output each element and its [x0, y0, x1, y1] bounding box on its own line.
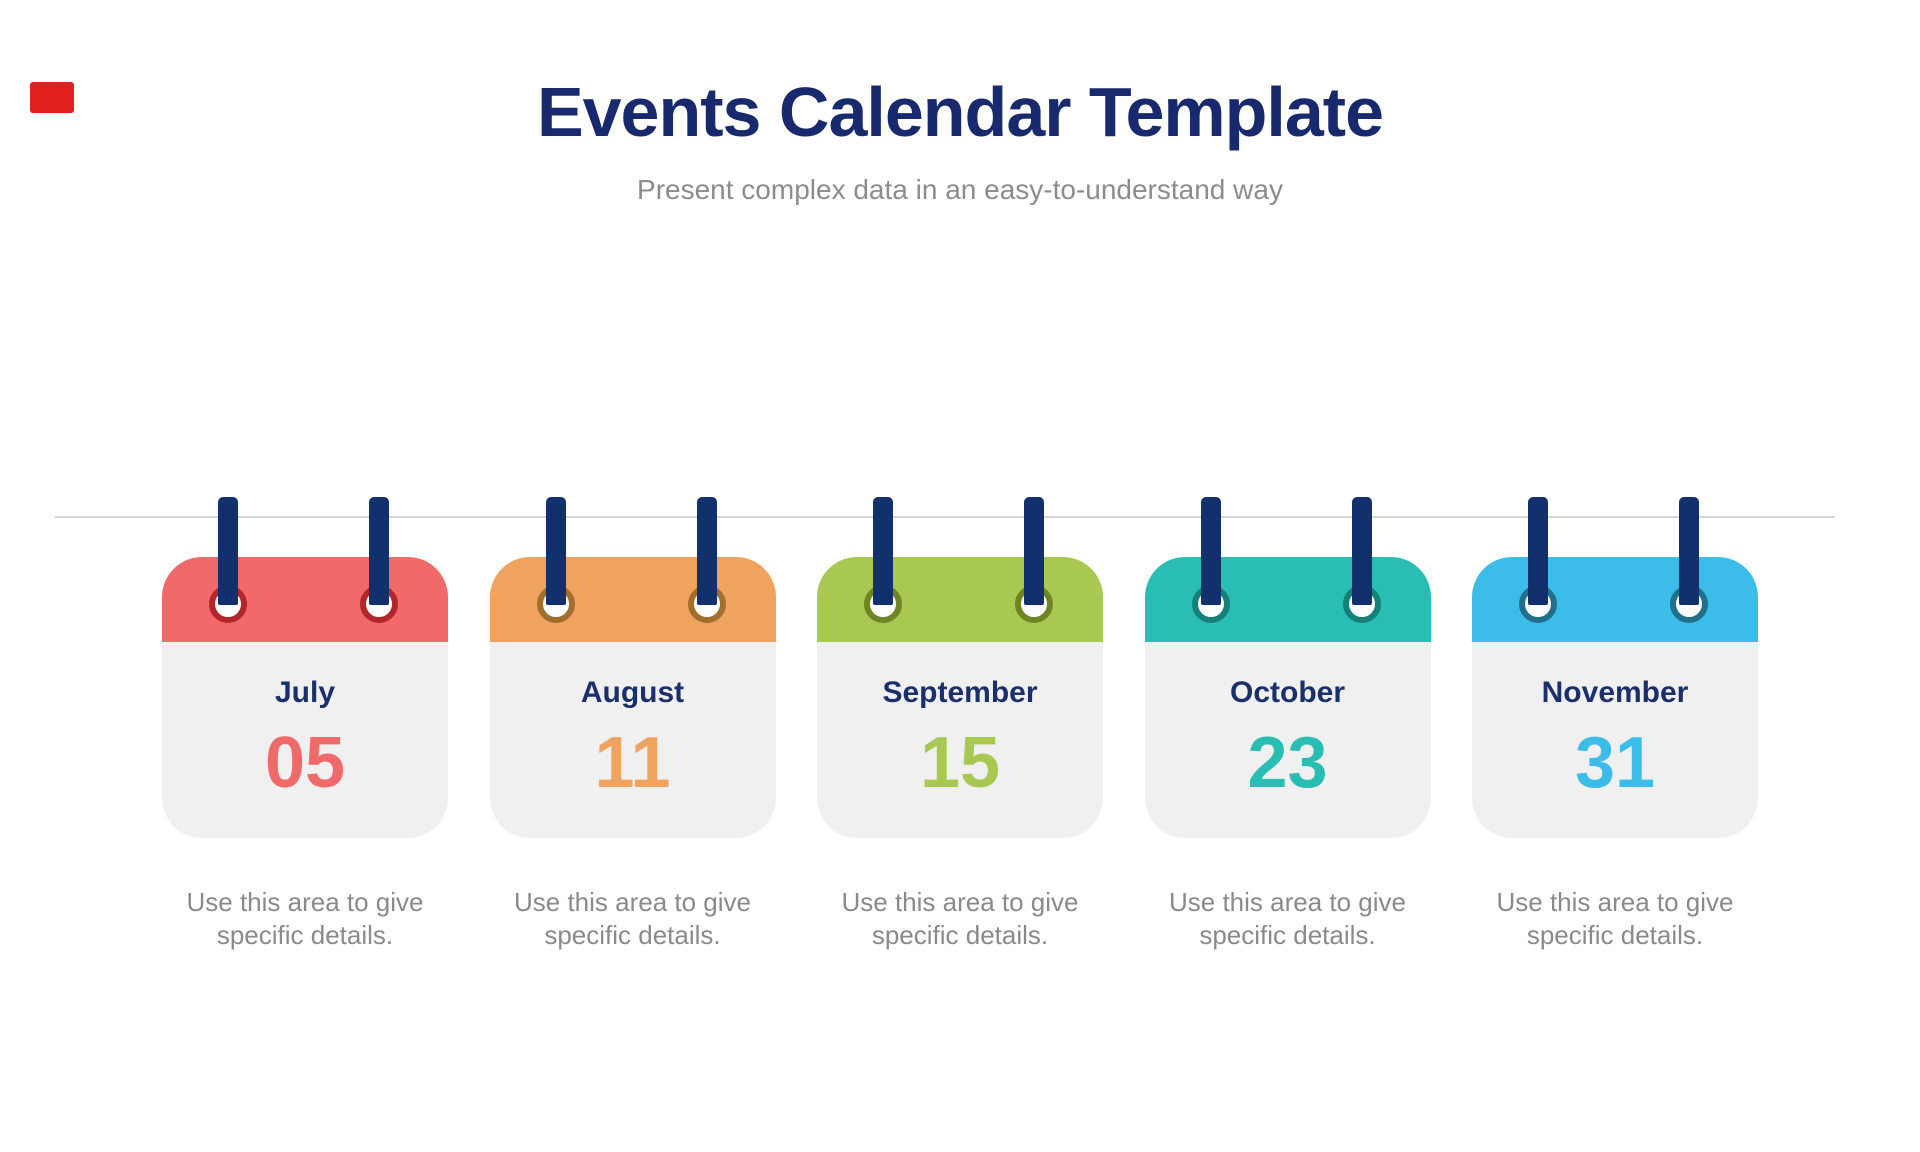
calendar-card-november: November 31 Use this area to give specif… [1472, 497, 1758, 952]
event-description: Use this area to give specific details. [1496, 887, 1734, 951]
calendar-card: October 23 [1144, 557, 1431, 838]
day-number: 31 [1574, 723, 1656, 803]
calendar-row: July 05 Use this area to give specific d… [162, 497, 1758, 952]
hanger-pin-icon [369, 497, 389, 605]
calendar-header [1472, 557, 1758, 642]
hanger-pin-icon [1679, 497, 1699, 605]
month-label: July [274, 676, 336, 709]
calendar-header [1144, 557, 1431, 642]
hanger-pin-icon [1528, 497, 1548, 605]
red-marker [30, 82, 74, 113]
calendar-header [162, 557, 448, 642]
hanger-pin-icon [1200, 497, 1221, 605]
event-description: Use this area to give specific details. [186, 887, 424, 951]
month-label: August [580, 676, 685, 709]
page-subtitle: Present complex data in an easy-to-under… [637, 174, 1283, 205]
event-description: Use this area to give specific details. [1168, 887, 1406, 951]
day-number: 15 [919, 723, 1001, 803]
hanger-pin-icon [1024, 497, 1044, 605]
month-label: November [1541, 676, 1689, 709]
month-label: October [1229, 676, 1346, 709]
calendar-card-july: July 05 Use this area to give specific d… [162, 497, 448, 952]
calendar-card-august: August 11 Use this area to give specific… [489, 497, 776, 952]
hanger-pin-icon [873, 497, 893, 605]
event-description: Use this area to give specific details. [841, 887, 1079, 951]
calendar-body: October 23 [1144, 642, 1431, 838]
calendar-card: November 31 [1472, 557, 1758, 838]
hanger-pin-icon [696, 497, 717, 605]
event-description: Use this area to give specific details. [513, 887, 751, 951]
calendar-body: September 15 [817, 642, 1103, 838]
calendar-body: July 05 [162, 642, 448, 838]
page-title: Events Calendar Template [536, 73, 1384, 151]
day-number: 11 [594, 723, 671, 803]
calendar-body: November 31 [1472, 642, 1758, 838]
day-number: 05 [264, 723, 346, 803]
calendar-card: September 15 [817, 557, 1103, 838]
hanging-line [55, 516, 1835, 518]
calendar-header [489, 557, 776, 642]
day-number: 23 [1247, 723, 1328, 803]
calendar-card: July 05 [162, 557, 448, 838]
hanger-pin-icon [1351, 497, 1372, 605]
hanger-pin-icon [218, 497, 238, 605]
calendar-card: August 11 [489, 557, 776, 838]
calendar-body: August 11 [489, 642, 776, 838]
calendar-card-october: October 23 Use this area to give specifi… [1144, 497, 1431, 952]
hanger-pin-icon [545, 497, 566, 605]
calendar-header [817, 557, 1103, 642]
calendar-card-september: September 15 Use this area to give speci… [817, 497, 1103, 952]
month-label: September [882, 676, 1038, 709]
